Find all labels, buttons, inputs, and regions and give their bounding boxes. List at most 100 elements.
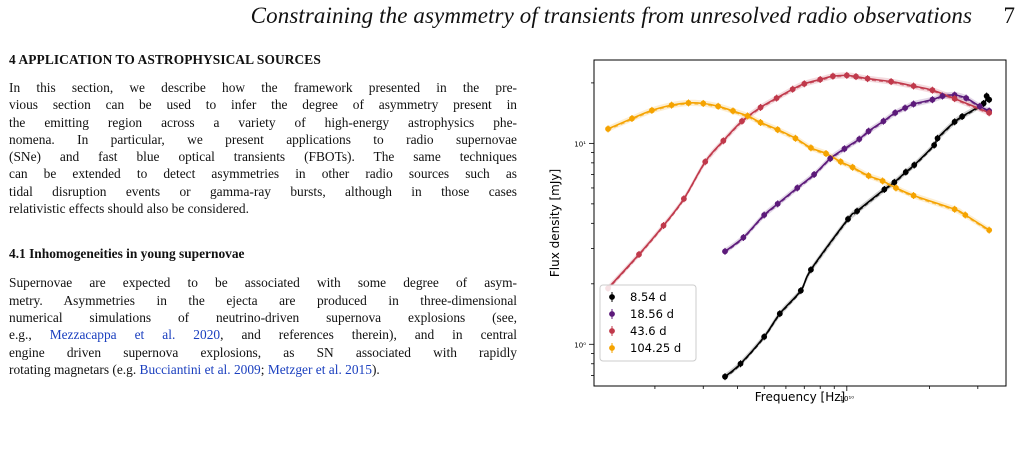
paragraph-line: vious section can be used to infer the d… xyxy=(9,97,517,113)
data-point xyxy=(910,192,917,199)
paragraph-line: engine driven supernova explosions, as S… xyxy=(9,344,517,360)
line-text: ; xyxy=(260,361,268,377)
data-point xyxy=(864,75,871,82)
text-column: 4 APPLICATION TO ASTROPHYSICAL SOURCES I… xyxy=(9,52,517,378)
data-point xyxy=(789,86,796,93)
data-point xyxy=(854,208,860,215)
citation-link[interactable]: Metzger et al. 2015 xyxy=(267,361,372,377)
data-point xyxy=(774,126,781,133)
data-point xyxy=(761,212,768,218)
citation-link[interactable]: Bucciantini et al. 2009 xyxy=(139,361,261,377)
data-point xyxy=(737,360,744,367)
data-point xyxy=(976,103,983,110)
data-point xyxy=(962,212,969,218)
data-point xyxy=(986,227,993,234)
data-point xyxy=(811,171,817,178)
data-point xyxy=(761,333,768,340)
page-number: 7 xyxy=(1003,3,1016,28)
data-point xyxy=(744,113,751,119)
data-point xyxy=(720,137,727,144)
data-point xyxy=(843,72,850,79)
data-point xyxy=(740,234,747,241)
legend-marker xyxy=(609,311,615,317)
uncertainty-band xyxy=(608,99,990,234)
data-point xyxy=(817,76,824,83)
data-point xyxy=(685,100,692,106)
subsection-paragraph: Supernovae are expected to be associated… xyxy=(9,274,517,378)
subsection-heading: 4.1 Inhomogeneities in young supernovae xyxy=(9,246,245,262)
x-axis-label: Frequency [Hz] xyxy=(755,390,846,404)
data-point xyxy=(660,222,667,229)
running-header: Constraining the asymmetry of transients… xyxy=(0,0,1024,34)
data-point xyxy=(636,251,642,258)
data-point xyxy=(849,164,856,171)
spectra-chart: 10¹⁰ 10⁰ 10¹ Frequency [Hz] Flux density [… xyxy=(548,59,1007,404)
data-point xyxy=(774,200,781,207)
data-point xyxy=(951,118,958,125)
paragraph-line: can be extended to detect asymmetries in… xyxy=(9,166,517,182)
data-point xyxy=(865,128,872,135)
x-tick-label: 10¹⁰ xyxy=(840,395,855,403)
data-point xyxy=(648,107,655,114)
data-point xyxy=(888,78,895,85)
data-point xyxy=(797,287,804,294)
data-point xyxy=(702,158,709,165)
data-point xyxy=(910,83,917,89)
data-point xyxy=(827,155,834,162)
data-point xyxy=(929,87,936,94)
paragraph-line: numerical simulations of neutrino-driven… xyxy=(9,309,517,325)
model-curve xyxy=(607,101,990,231)
model-curve-dashed xyxy=(607,103,990,232)
paragraph-line: the emitting region across a variety of … xyxy=(9,114,517,130)
legend-label: 18.56 d xyxy=(630,307,674,321)
data-point xyxy=(605,126,611,132)
data-point xyxy=(739,118,745,125)
data-point xyxy=(929,96,936,103)
legend-marker xyxy=(609,328,615,334)
data-point xyxy=(629,115,635,122)
legend-label: 43.6 d xyxy=(630,324,667,338)
section-paragraph: In this section, we describe how the fra… xyxy=(9,79,517,217)
data-point xyxy=(792,135,799,142)
y-tick-label: 10¹ xyxy=(574,140,586,148)
data-point xyxy=(911,162,918,168)
model-curve xyxy=(724,94,990,253)
section-heading: 4 APPLICATION TO ASTROPHYSICAL SOURCES xyxy=(9,52,321,67)
data-point xyxy=(722,248,728,255)
model-curve-dashed xyxy=(724,95,990,253)
data-point xyxy=(880,118,887,125)
data-point xyxy=(856,136,863,143)
data-point xyxy=(931,142,938,149)
data-point xyxy=(700,100,707,107)
legend-label: 8.54 d xyxy=(630,290,667,304)
line-text: e.g., xyxy=(9,327,50,343)
paragraph-line: e.g., Mezzacappa et al. 2020, and refere… xyxy=(9,326,517,343)
data-point xyxy=(879,178,886,184)
running-title: Constraining the asymmetry of transients… xyxy=(250,3,972,28)
data-point xyxy=(773,95,780,102)
data-point xyxy=(963,95,970,102)
data-point xyxy=(939,93,946,99)
data-point xyxy=(959,113,966,120)
data-point xyxy=(865,172,872,179)
data-point xyxy=(986,109,993,116)
data-point xyxy=(722,373,728,380)
data-point xyxy=(730,108,736,114)
legend-box xyxy=(599,284,697,362)
data-point xyxy=(845,216,851,222)
data-point xyxy=(830,73,836,80)
citation-link[interactable]: Mezzacappa et al. 2020 xyxy=(49,327,221,343)
line-text: rotating magnetars (e.g. xyxy=(9,361,140,377)
y-axis-label: Flux density [mJy] xyxy=(548,169,562,277)
data-point xyxy=(794,185,801,191)
legend-label: 104.25 d xyxy=(630,341,681,355)
data-point xyxy=(808,266,814,273)
data-point xyxy=(951,206,958,213)
data-point xyxy=(837,158,844,165)
data-point xyxy=(951,95,958,102)
data-point xyxy=(823,150,829,157)
data-points xyxy=(605,71,993,381)
paragraph-line: Supernovae are expected to be associated… xyxy=(9,275,517,291)
line-text: ). xyxy=(371,361,380,377)
paragraph-line: In this section, we describe how the fra… xyxy=(9,80,517,95)
